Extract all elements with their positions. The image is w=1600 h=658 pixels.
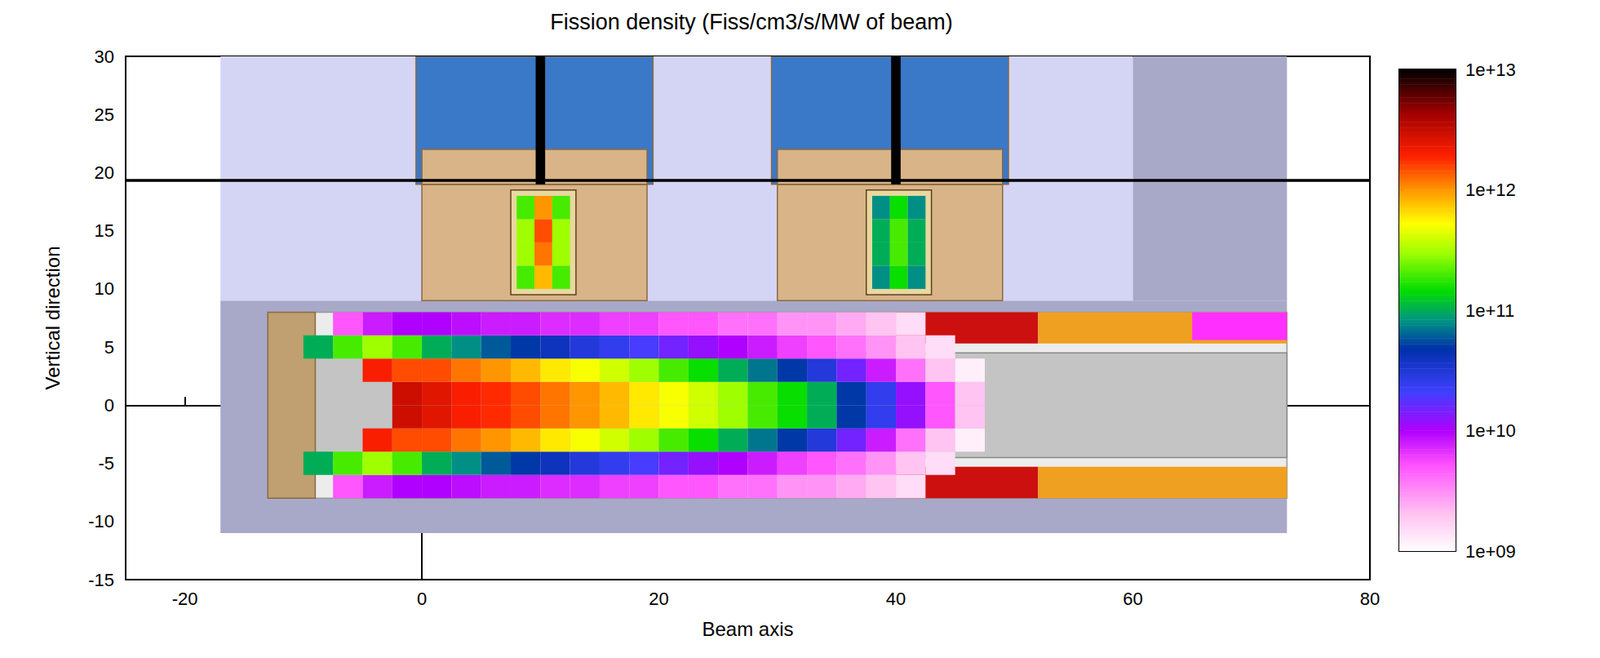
svg-text:1e+13: 1e+13 bbox=[1465, 59, 1516, 80]
svg-text:25: 25 bbox=[94, 104, 115, 125]
svg-text:-5: -5 bbox=[97, 452, 115, 474]
svg-text:15: 15 bbox=[94, 220, 115, 241]
svg-text:60: 60 bbox=[1122, 588, 1143, 609]
svg-text:40: 40 bbox=[886, 588, 906, 609]
svg-text:10: 10 bbox=[94, 278, 115, 299]
svg-text:0: 0 bbox=[104, 394, 115, 416]
svg-text:-15: -15 bbox=[88, 569, 115, 590]
svg-text:1e+12: 1e+12 bbox=[1465, 179, 1516, 200]
svg-text:1e+09: 1e+09 bbox=[1465, 540, 1516, 562]
svg-text:30: 30 bbox=[94, 46, 115, 67]
svg-text:20: 20 bbox=[94, 162, 115, 183]
svg-text:Vertical direction: Vertical direction bbox=[41, 245, 64, 390]
svg-text:Beam axis: Beam axis bbox=[701, 617, 794, 640]
svg-text:1e+10: 1e+10 bbox=[1465, 420, 1516, 441]
svg-text:-20: -20 bbox=[172, 588, 199, 609]
svg-text:0: 0 bbox=[416, 588, 427, 609]
svg-text:20: 20 bbox=[648, 588, 669, 609]
svg-text:80: 80 bbox=[1360, 588, 1380, 609]
svg-text:Fission density (Fiss/cm3/s/MW: Fission density (Fiss/cm3/s/MW of beam) bbox=[549, 9, 953, 35]
svg-text:1e+11: 1e+11 bbox=[1465, 300, 1515, 321]
svg-text:5: 5 bbox=[104, 336, 115, 358]
svg-text:-10: -10 bbox=[88, 510, 115, 532]
